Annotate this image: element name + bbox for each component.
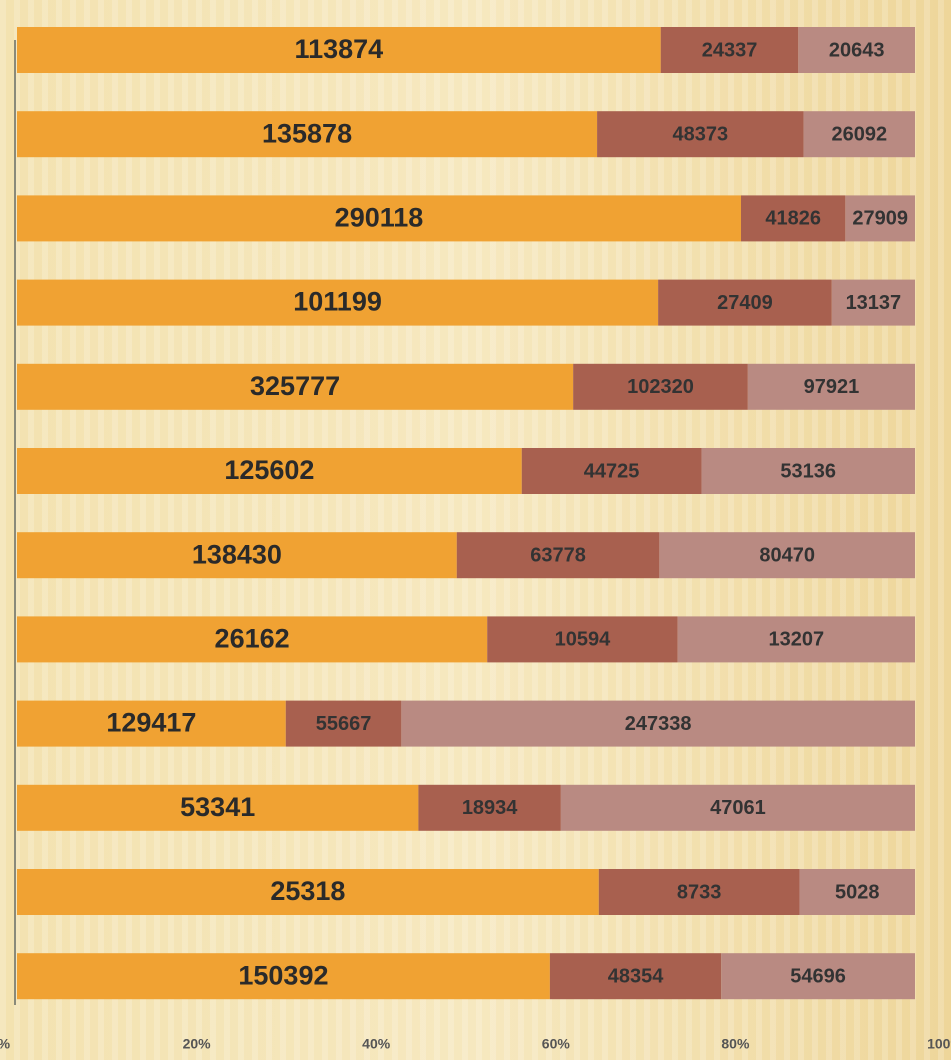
bar-segment — [803, 111, 915, 158]
data-label: 47061 — [710, 797, 766, 819]
data-label: 325777 — [250, 371, 340, 401]
bar-segment — [660, 27, 799, 73]
bar-segment — [549, 953, 722, 1000]
data-label: 27909 — [852, 208, 908, 230]
x-tick-label: 20% — [183, 1036, 212, 1052]
bar-segment — [17, 616, 488, 663]
data-label: 53136 — [780, 460, 836, 482]
data-label: 10594 — [555, 629, 611, 651]
data-label: 290118 — [335, 203, 424, 233]
bar-segment — [521, 448, 702, 494]
bar-segment — [17, 279, 659, 326]
data-label: 54696 — [790, 965, 846, 987]
data-label: 44725 — [584, 460, 640, 482]
x-tick-label: 0% — [0, 1036, 11, 1052]
data-label: 13137 — [846, 292, 902, 314]
bar-segment — [17, 363, 574, 410]
bar-segment — [401, 700, 915, 747]
x-tick-label: 60% — [542, 1036, 571, 1052]
x-tick-label: 80% — [721, 1036, 750, 1052]
bar-segment — [747, 363, 915, 410]
data-label: 48373 — [673, 123, 729, 145]
bar-segment — [798, 27, 915, 73]
data-label: 26092 — [831, 123, 887, 145]
data-label: 55667 — [316, 713, 372, 735]
data-label: 113874 — [295, 34, 384, 64]
data-label: 8733 — [677, 881, 722, 903]
data-label: 80470 — [759, 544, 815, 566]
bar-segment — [597, 111, 804, 158]
bar-segment — [677, 616, 915, 663]
bar-segment — [598, 869, 800, 915]
data-label: 63778 — [530, 544, 586, 566]
bar-segment — [418, 784, 561, 831]
data-label: 41826 — [765, 208, 821, 230]
data-label: 5028 — [835, 881, 880, 903]
data-label: 138430 — [192, 539, 282, 569]
data-label: 48354 — [608, 965, 664, 987]
bar-segment — [17, 532, 457, 579]
data-label: 24337 — [702, 39, 758, 61]
bar-segment — [17, 784, 419, 831]
data-label: 20643 — [829, 39, 885, 61]
bar-segment — [285, 700, 402, 747]
data-label: 125602 — [224, 455, 314, 485]
bar-segment — [17, 195, 741, 242]
data-label: 18934 — [462, 797, 518, 819]
bar-segment — [740, 195, 846, 242]
data-label: 97921 — [804, 376, 860, 398]
data-label: 129417 — [106, 708, 196, 738]
data-label: 135878 — [262, 118, 352, 148]
bar-segment — [560, 784, 915, 831]
bar-segment — [487, 616, 678, 663]
data-label: 101199 — [293, 287, 382, 317]
bar-segment — [456, 532, 660, 579]
bar-segment — [659, 532, 915, 579]
bar-segment — [701, 448, 915, 494]
data-label: 150392 — [238, 960, 328, 990]
bar-segment — [17, 448, 522, 494]
bar-segment — [799, 869, 915, 915]
data-label: 102320 — [627, 376, 694, 398]
bar-segment — [845, 195, 915, 242]
bar-segment — [17, 700, 286, 747]
bar-segment — [17, 869, 599, 915]
bar-segment — [658, 279, 832, 326]
data-label: 25318 — [270, 876, 345, 906]
data-label: 27409 — [717, 292, 773, 314]
bar-segment — [573, 363, 748, 410]
data-label: 247338 — [625, 713, 692, 735]
data-label: 13207 — [769, 629, 825, 651]
bar-segment — [17, 111, 598, 158]
data-label: 26162 — [215, 624, 290, 654]
bar-segment — [17, 953, 550, 1000]
data-label: 53341 — [180, 792, 255, 822]
x-tick-label: 100% — [927, 1036, 951, 1052]
x-tick-label: 40% — [362, 1036, 391, 1052]
bar-segment — [17, 27, 661, 73]
bar-segment — [721, 953, 915, 1000]
bar-segment — [831, 279, 915, 326]
